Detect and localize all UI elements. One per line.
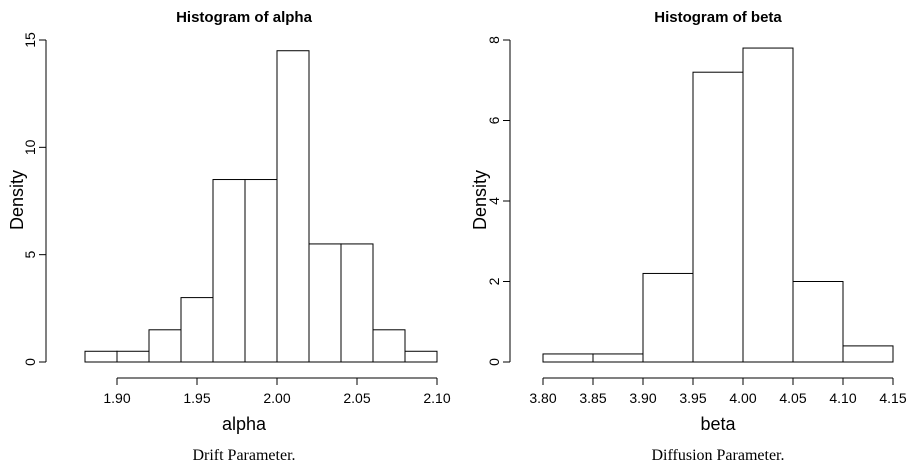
beta-x-tick-label-7: 4.15 [879, 390, 906, 406]
beta-y-tick-label-0: 0 [486, 358, 502, 366]
alpha-x-axis-label: alpha [222, 414, 267, 434]
beta-bar-3 [692, 71, 744, 363]
beta-x-tick-label-1: 3.85 [579, 390, 606, 406]
alpha-x-tick-label-3: 2.05 [343, 390, 370, 406]
alpha-bar-1 [116, 350, 150, 363]
beta-x-tick-label-2: 3.90 [629, 390, 656, 406]
beta-bar-5 [792, 281, 844, 363]
beta-x-axis: 3.80 3.85 3.90 3.95 4.00 4.05 4.10 4.15 [529, 377, 907, 406]
alpha-caption: Drift Parameter. [192, 447, 295, 464]
beta-bar-2 [642, 272, 694, 363]
beta-y-axis: 0 2 4 6 8 [486, 36, 511, 366]
beta-x-tick-label-0: 3.80 [529, 390, 556, 406]
beta-y-tick-label-2: 4 [486, 197, 502, 205]
beta-bar-1 [592, 353, 644, 363]
beta-bar-6 [842, 345, 894, 363]
beta-y-tick-label-3: 6 [486, 116, 502, 124]
beta-y-tick-label-4: 8 [486, 36, 502, 44]
beta-bars [542, 47, 894, 363]
alpha-chart-title: Histogram of alpha [176, 9, 313, 26]
alpha-y-axis: 0 5 10 15 [22, 32, 47, 366]
alpha-bar-9 [372, 329, 406, 363]
beta-x-tick-label-3: 3.95 [679, 390, 706, 406]
beta-x-tick-label-6: 4.10 [829, 390, 856, 406]
alpha-bars [84, 50, 438, 363]
beta-x-tick-label-4: 4.00 [729, 390, 756, 406]
alpha-y-axis-label: Density [7, 170, 27, 230]
alpha-bar-3 [180, 297, 214, 363]
alpha-bar-0 [84, 350, 118, 363]
alpha-x-tick-label-2: 2.00 [263, 390, 290, 406]
alpha-x-axis: 1.90 1.95 2.00 2.05 2.10 [103, 377, 451, 406]
alpha-x-tick-label-1: 1.95 [183, 390, 210, 406]
beta-x-axis-label: beta [700, 414, 736, 434]
beta-y-axis-label: Density [470, 170, 490, 230]
alpha-bar-8 [340, 243, 374, 363]
alpha-y-tick-label-3: 15 [22, 32, 38, 48]
alpha-x-tick-label-0: 1.90 [103, 390, 130, 406]
alpha-x-tick-label-4: 2.10 [423, 390, 450, 406]
beta-caption: Diffusion Parameter. [651, 447, 784, 464]
alpha-bar-2 [148, 329, 182, 363]
beta-x-tick-label-5: 4.05 [779, 390, 806, 406]
beta-y-tick-label-1: 2 [486, 277, 502, 285]
alpha-bar-7 [308, 243, 342, 363]
beta-bar-4 [742, 47, 794, 363]
beta-bar-0 [542, 353, 594, 363]
beta-histogram-panel: Histogram of beta Density beta Diffusion… [470, 9, 907, 464]
alpha-bar-5 [244, 179, 278, 363]
alpha-bar-4 [212, 179, 246, 363]
alpha-bar-10 [404, 350, 438, 363]
alpha-histogram-panel: Histogram of alpha Density alpha Drift P… [7, 9, 451, 464]
alpha-y-tick-label-0: 0 [22, 358, 38, 366]
alpha-bar-6 [276, 50, 310, 363]
alpha-y-tick-label-2: 10 [22, 139, 38, 155]
alpha-y-tick-label-1: 5 [22, 251, 38, 259]
beta-chart-title: Histogram of beta [654, 9, 782, 26]
